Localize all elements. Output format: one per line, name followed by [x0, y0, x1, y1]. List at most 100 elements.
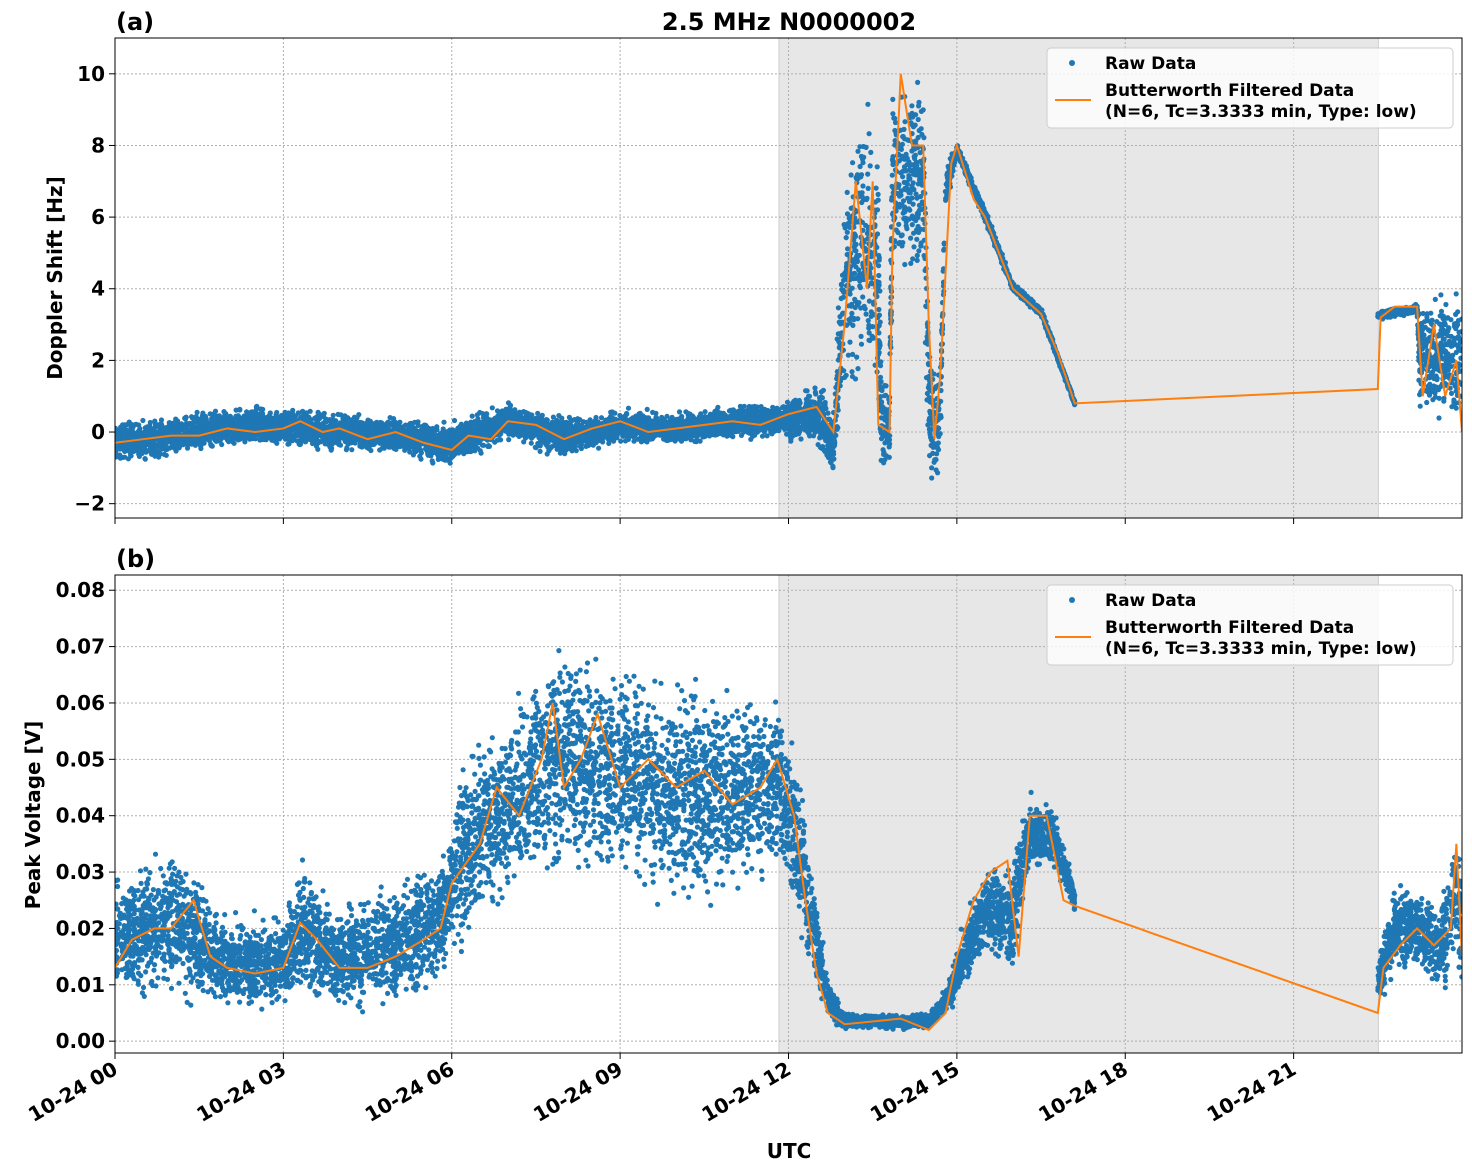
raw-data-point — [518, 424, 523, 429]
raw-data-point — [571, 445, 576, 450]
raw-data-point — [403, 423, 408, 428]
raw-data-point — [394, 440, 399, 445]
raw-data-point — [618, 430, 623, 435]
raw-data-point — [535, 411, 540, 416]
raw-data-point — [509, 416, 514, 421]
raw-data-point — [159, 422, 164, 427]
raw-data-point — [173, 421, 178, 426]
raw-data-point — [257, 432, 262, 437]
raw-data-point — [723, 430, 728, 435]
raw-data-point — [596, 419, 601, 424]
raw-data-point — [363, 441, 368, 446]
raw-data-point — [262, 437, 267, 442]
raw-data-point — [562, 451, 567, 456]
raw-data-point — [424, 432, 429, 437]
raw-data-point — [368, 419, 373, 424]
raw-data-point — [689, 427, 694, 432]
raw-data-point — [185, 446, 190, 451]
raw-data-point — [188, 422, 193, 427]
raw-data-point — [190, 416, 195, 421]
raw-data-point — [122, 422, 127, 427]
raw-data-point — [210, 421, 215, 426]
raw-data-point — [645, 407, 650, 412]
raw-data-point — [520, 430, 525, 435]
raw-data-point — [355, 424, 360, 429]
raw-data-point — [200, 428, 205, 433]
raw-data-point — [424, 425, 429, 430]
raw-data-point — [505, 409, 510, 414]
raw-data-point — [386, 426, 391, 431]
raw-data-point — [452, 418, 457, 423]
raw-data-point — [327, 444, 332, 449]
raw-data-point — [137, 454, 142, 459]
raw-data-point — [130, 427, 135, 432]
raw-data-point — [198, 419, 203, 424]
raw-data-point — [506, 400, 511, 405]
raw-data-point — [153, 432, 158, 437]
raw-data-point — [621, 425, 626, 430]
raw-data-point — [159, 417, 164, 422]
raw-data-point — [529, 441, 534, 446]
raw-data-point — [364, 426, 369, 431]
raw-data-point — [647, 420, 652, 425]
raw-data-point — [381, 444, 386, 449]
raw-data-point — [477, 423, 482, 428]
raw-data-point — [227, 418, 232, 423]
raw-data-point — [506, 437, 511, 442]
raw-data-point — [644, 439, 649, 444]
raw-data-point — [579, 442, 584, 447]
raw-data-point — [548, 446, 553, 451]
raw-data-point — [707, 416, 712, 421]
raw-data-point — [551, 438, 556, 443]
raw-data-point — [739, 433, 744, 438]
raw-data-point — [127, 420, 132, 425]
raw-data-point — [304, 416, 309, 421]
raw-data-point — [533, 427, 538, 432]
raw-data-point — [667, 437, 672, 442]
raw-data-point — [444, 435, 449, 440]
raw-data-point — [294, 433, 299, 438]
raw-data-point — [140, 447, 145, 452]
raw-data-point — [395, 425, 400, 430]
raw-data-point — [483, 419, 488, 424]
raw-data-point — [676, 421, 681, 426]
raw-data-point — [267, 413, 272, 418]
raw-data-point — [607, 437, 612, 442]
raw-data-point — [435, 440, 440, 445]
y-tick-label: 4 — [91, 277, 105, 301]
raw-data-point — [207, 438, 212, 443]
raw-data-point — [490, 405, 495, 410]
raw-data-point — [640, 424, 645, 429]
raw-data-point — [643, 433, 648, 438]
raw-data-point — [454, 431, 459, 436]
raw-data-point — [710, 431, 715, 436]
raw-data-point — [551, 415, 556, 420]
raw-data-point — [653, 432, 658, 437]
raw-data-point — [563, 443, 568, 448]
raw-data-point — [468, 423, 473, 428]
raw-data-point — [338, 443, 343, 448]
raw-data-point — [618, 439, 623, 444]
raw-data-point — [739, 405, 744, 410]
raw-data-point — [650, 410, 655, 415]
raw-data-point — [155, 442, 160, 447]
raw-data-point — [483, 414, 488, 419]
y-tick-label: 10 — [77, 62, 105, 86]
raw-data-point — [221, 409, 226, 414]
raw-data-point — [131, 449, 136, 454]
raw-data-point — [143, 457, 148, 462]
raw-data-point — [214, 439, 219, 444]
raw-data-point — [493, 416, 498, 421]
raw-data-point — [512, 407, 517, 412]
raw-data-point — [599, 415, 604, 420]
raw-data-point — [545, 451, 550, 456]
raw-data-point — [199, 441, 204, 446]
raw-data-point — [580, 435, 585, 440]
raw-data-point — [348, 426, 353, 431]
raw-data-point — [243, 423, 248, 428]
raw-data-point — [626, 437, 631, 442]
raw-data-point — [526, 434, 531, 439]
raw-data-point — [377, 420, 382, 425]
raw-data-point — [514, 416, 519, 421]
raw-data-point — [234, 420, 239, 425]
